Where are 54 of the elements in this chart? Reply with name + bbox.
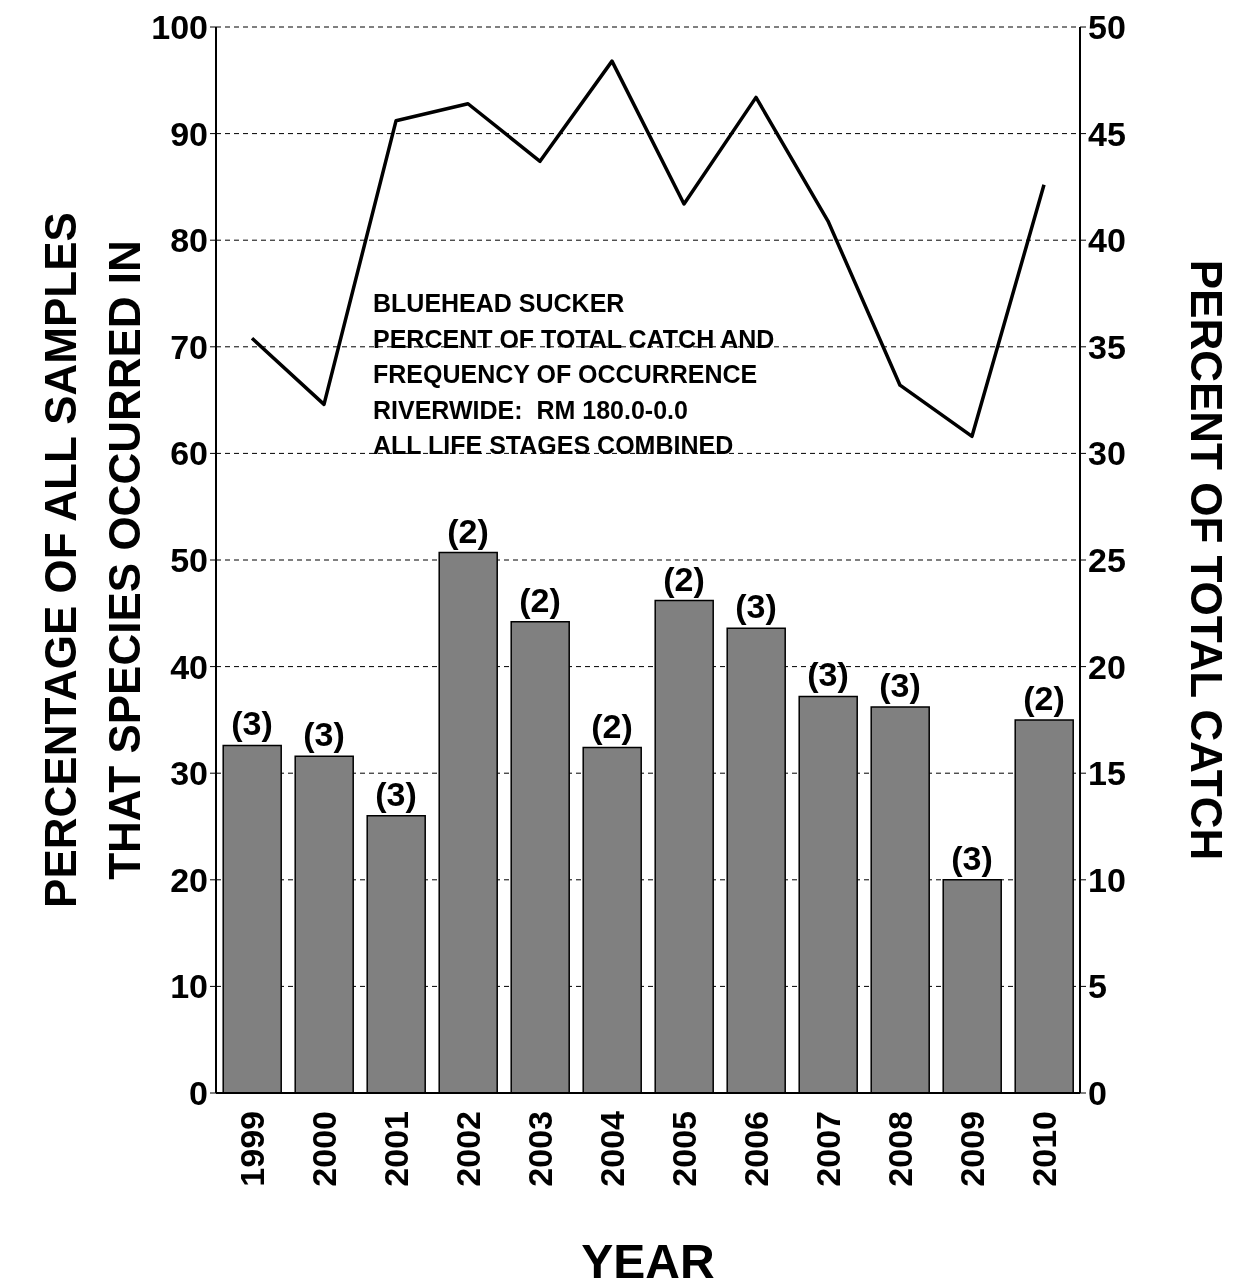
y-tick-label: 60 — [170, 434, 208, 473]
y2-axis-title: PERCENT OF TOTAL CATCH — [1181, 259, 1231, 861]
x-tick-label: 2003 — [521, 1111, 559, 1187]
annotation: (3) — [231, 704, 273, 743]
y-tick-label: 0 — [189, 1074, 208, 1113]
x-tick-label: 2000 — [305, 1111, 343, 1187]
y-tick-label: 20 — [170, 860, 208, 899]
y-tick-label: 10 — [170, 967, 208, 1006]
y-tick-label: 30 — [170, 754, 208, 793]
y-tick-label: 100 — [151, 8, 208, 47]
annotation: BLUEHEAD SUCKER — [373, 288, 626, 319]
y-axis-title: PERCENTAGE OF ALL SAMPLES THAT SPECIES OCCURRED IN — [35, 212, 149, 908]
annotation: (3) — [375, 774, 417, 813]
y2-tick-label: 50 — [1088, 8, 1126, 47]
annotation: (2) — [447, 511, 489, 550]
annotation: (3) — [735, 587, 777, 626]
x-axis-title: YEAR — [581, 1235, 715, 1278]
x-tick-label: 2007 — [809, 1111, 847, 1187]
annotation: RIVERWIDE: RM 180.0-0.0 — [373, 394, 689, 426]
annotation: PERCENT OF TOTAL CATCH AND — [373, 323, 775, 355]
y2-tick-label: 15 — [1088, 754, 1126, 793]
y-tick-label: 70 — [170, 327, 208, 366]
y-tick-label: 80 — [170, 221, 208, 260]
y2-tick-label: 25 — [1088, 541, 1126, 580]
x-tick-label: 2004 — [593, 1110, 631, 1187]
x-tick-label: 2002 — [449, 1111, 487, 1187]
x-tick-label: 2005 — [665, 1111, 703, 1187]
x-tick-label: 2009 — [953, 1111, 991, 1187]
y2-tick-label: 35 — [1088, 327, 1126, 366]
y2-tick-label: 0 — [1088, 1074, 1107, 1113]
y2-tick-label: 40 — [1088, 221, 1126, 260]
x-tick-label: 2010 — [1025, 1111, 1063, 1187]
annotation: (3) — [879, 666, 921, 705]
x-tick-label: 2008 — [881, 1111, 919, 1187]
y2-tick-label: 20 — [1088, 647, 1126, 686]
y-tick-label: 40 — [170, 647, 208, 686]
y-tick-label: 90 — [170, 114, 208, 153]
annotation: (2) — [519, 580, 561, 619]
y2-tick-label: 10 — [1088, 860, 1126, 899]
annotation: (3) — [303, 715, 345, 754]
annotation: (2) — [591, 706, 633, 745]
annotation: FREQUENCY OF OCCURRENCE — [373, 359, 759, 390]
annotation: (3) — [807, 655, 849, 694]
y2-tick-label: 45 — [1088, 114, 1126, 153]
y2-tick-label: 30 — [1088, 434, 1126, 473]
annotation: (2) — [1023, 678, 1065, 717]
y-tick-label: 50 — [170, 541, 208, 580]
y2-tick-label: 5 — [1088, 967, 1107, 1006]
annotation: (3) — [951, 838, 993, 877]
annotation: ALL LIFE STAGES COMBINED — [373, 430, 735, 461]
annotation: (2) — [663, 559, 705, 598]
x-tick-label: 2001 — [377, 1111, 415, 1187]
x-tick-label: 2006 — [737, 1111, 775, 1187]
x-tick-label: 1999 — [233, 1111, 271, 1187]
